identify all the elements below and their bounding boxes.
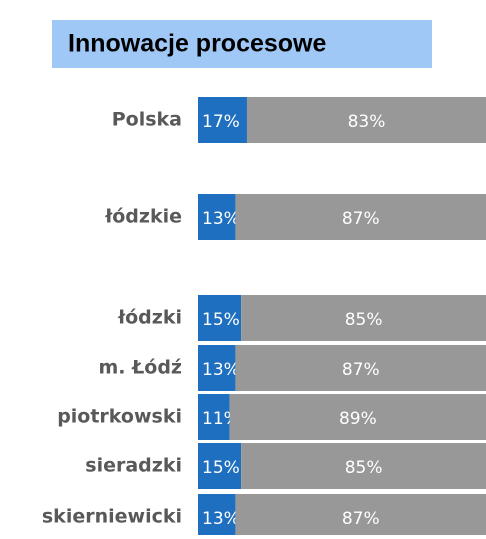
bar-segment [198, 394, 230, 440]
value-label: 85% [345, 458, 383, 478]
bar-segment [198, 194, 236, 240]
title-box [52, 20, 432, 68]
value-label: 85% [345, 310, 383, 330]
bar-segment [241, 443, 486, 489]
value-label: 89% [339, 409, 377, 429]
bar-segment [198, 295, 242, 341]
bar-segment [235, 494, 486, 539]
value-label: 13% [202, 209, 240, 229]
category-label: piotrkowski [57, 406, 182, 428]
bar-segment [198, 443, 242, 489]
bar-segment [235, 194, 486, 240]
category-label: łódzki [117, 307, 182, 329]
value-label: 87% [342, 209, 380, 229]
category-label: sieradzki [85, 455, 182, 477]
value-label: 87% [342, 509, 380, 529]
bar-segment [235, 345, 486, 391]
category-label: skierniewicki [42, 506, 182, 528]
bar-segment [198, 494, 236, 539]
value-label: 15% [202, 310, 240, 330]
bar-segment [246, 97, 486, 143]
category-label: Polska [112, 109, 182, 131]
value-label: 15% [202, 458, 240, 478]
bar-segment [229, 394, 486, 440]
value-label: 83% [348, 112, 386, 132]
category-label: łódzkie [104, 206, 182, 228]
category-label: m. Łódź [98, 357, 182, 379]
value-label: 87% [342, 360, 380, 380]
bar-segment [241, 295, 486, 341]
chart-title: Innowacje procesowe [68, 30, 327, 58]
value-label: 13% [202, 360, 240, 380]
value-label: 13% [202, 509, 240, 529]
bar-segment [198, 97, 247, 143]
bar-segment [198, 345, 236, 391]
value-label: 17% [202, 112, 240, 132]
